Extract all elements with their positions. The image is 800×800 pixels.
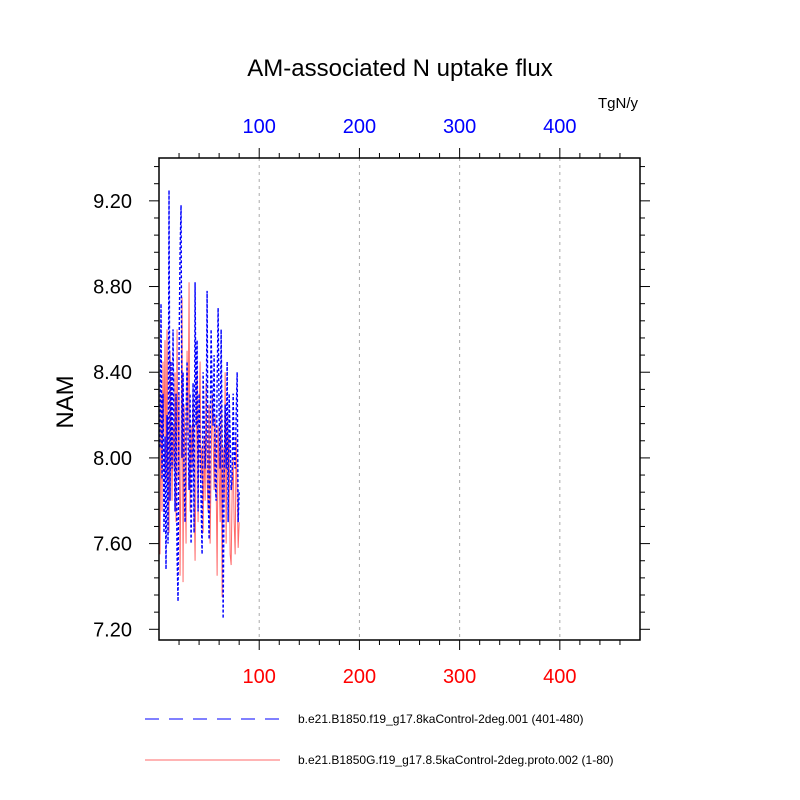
axis-ticks bbox=[149, 148, 650, 650]
grid-lines bbox=[258, 158, 561, 640]
units-label: TgN/y bbox=[598, 95, 639, 112]
tick-labels: 7.20 7.60 8.00 8.40 8.80 9.20 100 200 300 400 100 2… bbox=[93, 116, 576, 688]
y-tick-label: 8.40 bbox=[93, 362, 132, 384]
y-tick-label: 8.00 bbox=[93, 448, 132, 470]
y-tick-label: 9.20 bbox=[93, 191, 132, 213]
series-line-8ka-control bbox=[159, 190, 240, 619]
x-top-tick-label: 400 bbox=[543, 116, 576, 138]
y-tick-label: 7.60 bbox=[93, 534, 132, 556]
series-line-8-5ka-proto bbox=[159, 282, 240, 598]
legend-label: b.e21.B1850.f19_g17.8kaControl-2deg.001 … bbox=[298, 712, 584, 726]
x-bottom-tick-label: 200 bbox=[343, 666, 376, 688]
legend: b.e21.B1850.f19_g17.8kaControl-2deg.001 … bbox=[145, 712, 614, 767]
chart-title: AM-associated N uptake flux bbox=[247, 55, 552, 82]
x-top-tick-label: 300 bbox=[443, 116, 476, 138]
x-top-tick-label: 200 bbox=[343, 116, 376, 138]
series-layer bbox=[159, 190, 240, 619]
y-tick-label: 7.20 bbox=[93, 619, 132, 641]
x-top-tick-label: 100 bbox=[243, 116, 276, 138]
x-bottom-tick-label: 400 bbox=[543, 666, 576, 688]
legend-label: b.e21.B1850G.f19_g17.8.5kaControl-2deg.p… bbox=[298, 753, 614, 767]
x-bottom-tick-label: 300 bbox=[443, 666, 476, 688]
y-axis-label: NAM bbox=[52, 375, 79, 428]
y-tick-label: 8.80 bbox=[93, 277, 132, 299]
x-bottom-tick-label: 100 bbox=[243, 666, 276, 688]
